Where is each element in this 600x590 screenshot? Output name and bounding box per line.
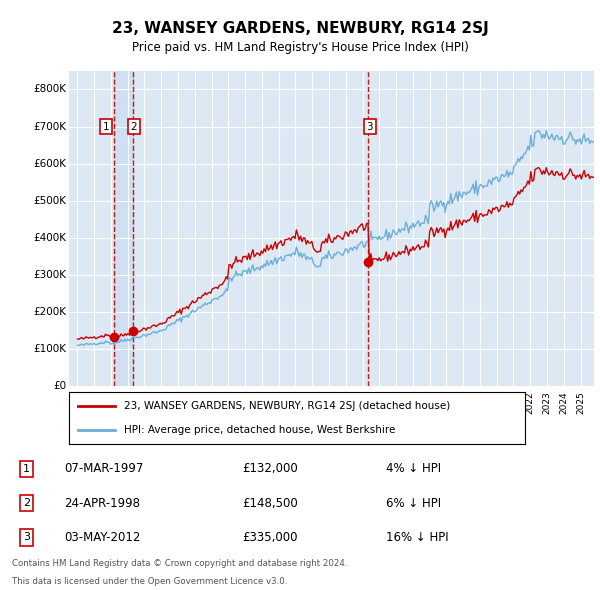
Text: £0: £0: [53, 382, 67, 391]
Text: £400K: £400K: [34, 233, 67, 243]
Text: 2: 2: [130, 122, 137, 132]
Text: 3: 3: [367, 122, 373, 132]
Text: £148,500: £148,500: [242, 497, 298, 510]
Text: HPI: Average price, detached house, West Berkshire: HPI: Average price, detached house, West…: [124, 425, 395, 435]
Text: 24-APR-1998: 24-APR-1998: [64, 497, 140, 510]
Text: 03-MAY-2012: 03-MAY-2012: [64, 531, 140, 544]
Text: £132,000: £132,000: [242, 462, 298, 475]
Text: £335,000: £335,000: [242, 531, 298, 544]
Text: 3: 3: [23, 532, 30, 542]
Bar: [114, 71, 133, 386]
Text: 6% ↓ HPI: 6% ↓ HPI: [386, 497, 442, 510]
Text: Price paid vs. HM Land Registry's House Price Index (HPI): Price paid vs. HM Land Registry's House …: [131, 41, 469, 54]
Text: 1: 1: [103, 122, 110, 132]
Text: 16% ↓ HPI: 16% ↓ HPI: [386, 531, 449, 544]
Text: 07-MAR-1997: 07-MAR-1997: [64, 462, 143, 475]
Text: £800K: £800K: [34, 84, 67, 94]
Text: 23, WANSEY GARDENS, NEWBURY, RG14 2SJ (detached house): 23, WANSEY GARDENS, NEWBURY, RG14 2SJ (d…: [124, 401, 450, 411]
Text: £300K: £300K: [34, 270, 67, 280]
Text: Contains HM Land Registry data © Crown copyright and database right 2024.: Contains HM Land Registry data © Crown c…: [12, 559, 347, 569]
Text: 23, WANSEY GARDENS, NEWBURY, RG14 2SJ: 23, WANSEY GARDENS, NEWBURY, RG14 2SJ: [112, 21, 488, 35]
Text: 1: 1: [23, 464, 30, 474]
Text: £100K: £100K: [34, 345, 67, 355]
Text: £200K: £200K: [34, 307, 67, 317]
Text: 4% ↓ HPI: 4% ↓ HPI: [386, 462, 442, 475]
Text: £700K: £700K: [34, 122, 67, 132]
Text: £500K: £500K: [34, 196, 67, 206]
Text: £600K: £600K: [34, 159, 67, 169]
Text: This data is licensed under the Open Government Licence v3.0.: This data is licensed under the Open Gov…: [12, 577, 287, 586]
Text: 2: 2: [23, 498, 30, 508]
